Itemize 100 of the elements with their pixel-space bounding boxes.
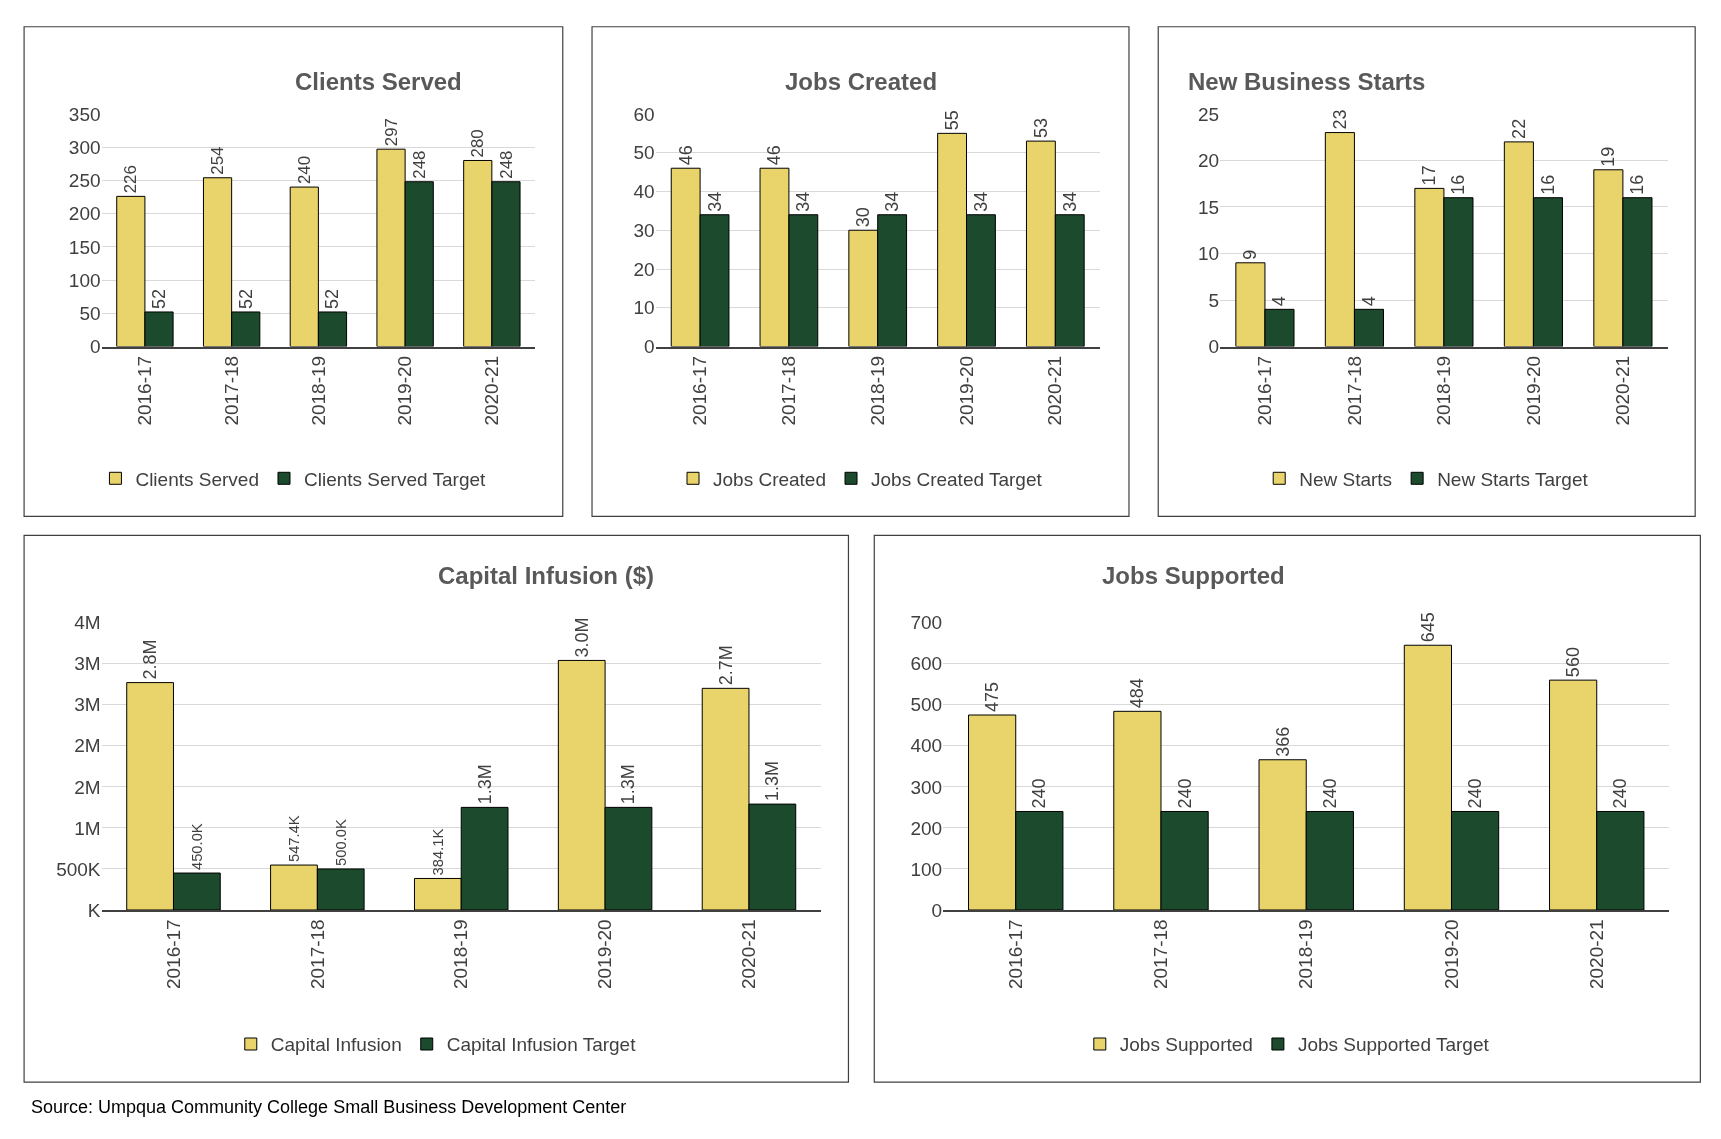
y-tick-label: 20 <box>1198 150 1220 172</box>
legend-label: Capital Infusion <box>270 1034 402 1056</box>
data-label: 16 <box>1448 174 1469 195</box>
legend-label: Jobs Created <box>713 468 827 490</box>
data-label: 240 <box>1029 778 1050 809</box>
y-tick-label: 0 <box>931 899 943 921</box>
data-label: 52 <box>322 288 343 309</box>
y-tick-label: 2M <box>74 735 101 757</box>
y-tick-label: 300 <box>910 776 943 798</box>
x-tick-label: 2020-21 <box>1612 355 1634 426</box>
data-label: 484 <box>1127 678 1148 709</box>
y-tick-label: 100 <box>68 269 101 291</box>
y-tick-label: 2M <box>74 776 101 798</box>
y-tick-label: 150 <box>68 236 101 258</box>
data-label: 1.3M <box>762 761 783 802</box>
y-tick-label: 50 <box>79 302 101 324</box>
legend-label: Jobs Supported <box>1119 1034 1253 1056</box>
y-tick-label: 1M <box>74 817 101 839</box>
data-label: 9 <box>1240 249 1261 260</box>
chart-title: New Business Starts <box>1188 68 1426 95</box>
data-label: 46 <box>764 145 785 166</box>
data-label: 240 <box>1174 778 1195 809</box>
y-tick-label: 4M <box>74 612 101 634</box>
data-label: 34 <box>704 191 725 212</box>
x-tick-label: 2018-19 <box>1295 919 1317 990</box>
y-tick-label: 0 <box>89 336 101 358</box>
data-label: 46 <box>675 145 696 166</box>
y-tick-label: 30 <box>633 219 655 241</box>
y-tick-label: 10 <box>1198 243 1220 265</box>
data-label: 450.0K <box>188 823 205 871</box>
data-label: 3.0M <box>571 617 592 658</box>
y-tick-label: 500K <box>56 858 101 880</box>
x-tick-label: 2020-21 <box>1044 355 1066 426</box>
y-tick-label: 350 <box>68 103 101 125</box>
data-label: 240 <box>1319 778 1340 809</box>
data-label: 52 <box>235 288 256 309</box>
data-label: 22 <box>1508 118 1529 139</box>
data-label: 248 <box>496 150 516 179</box>
source-note: Source: Umpqua Community College Small Business Development Center <box>31 1097 627 1117</box>
data-label: 280 <box>468 129 488 158</box>
x-tick-label: 2019-20 <box>1522 355 1544 426</box>
data-label: 30 <box>853 207 874 228</box>
x-tick-label: 2016-17 <box>1004 919 1026 990</box>
data-label: 254 <box>208 146 228 175</box>
x-tick-label: 2019-20 <box>1440 919 1462 990</box>
data-label: 366 <box>1272 726 1293 757</box>
data-label: 19 <box>1598 146 1619 167</box>
x-tick-label: 2016-17 <box>1254 355 1276 426</box>
legend-label: Capital Infusion Target <box>446 1034 637 1056</box>
y-tick-label: 3M <box>74 653 101 675</box>
data-label: 4 <box>1269 296 1290 307</box>
legend-label: New Starts <box>1299 468 1393 490</box>
x-tick-label: 2017-18 <box>778 355 800 426</box>
legend-label: Jobs Supported Target <box>1297 1034 1490 1056</box>
data-label: 500.0K <box>332 819 349 866</box>
data-label: 34 <box>882 191 903 212</box>
chart-title: Jobs Created <box>785 68 938 95</box>
data-label: 53 <box>1030 118 1051 139</box>
data-label: 17 <box>1419 165 1440 186</box>
data-label: 16 <box>1537 174 1558 195</box>
data-label: 384.1K <box>429 828 446 876</box>
y-tick-label: 400 <box>910 735 943 757</box>
data-label: 297 <box>381 118 401 147</box>
y-tick-label: 0 <box>644 336 655 358</box>
x-tick-label: 2016-17 <box>134 355 156 426</box>
x-tick-label: 2018-19 <box>1433 355 1455 426</box>
data-label: 52 <box>149 288 169 309</box>
y-tick-label: 100 <box>910 858 943 880</box>
y-tick-label: 5 <box>1208 289 1220 311</box>
x-tick-label: 2017-18 <box>1150 919 1172 990</box>
legend-label: Clients Served <box>135 468 259 490</box>
data-label: 560 <box>1563 647 1584 678</box>
data-label: 1.3M <box>474 764 495 805</box>
y-tick-label: K <box>87 899 101 921</box>
y-tick-label: 20 <box>633 258 655 280</box>
data-label: 248 <box>409 150 429 179</box>
y-tick-label: 0 <box>1208 336 1220 358</box>
data-label: 34 <box>793 191 814 212</box>
x-tick-label: 2018-19 <box>866 355 888 426</box>
x-tick-label: 2018-19 <box>307 355 329 426</box>
data-label: 645 <box>1417 612 1438 643</box>
legend-label: Clients Served Target <box>303 468 487 490</box>
data-label: 240 <box>1465 778 1486 809</box>
x-tick-label: 2020-21 <box>738 919 760 990</box>
chart-title: Jobs Supported <box>1102 562 1285 589</box>
y-tick-label: 200 <box>68 203 101 225</box>
y-tick-label: 300 <box>68 136 101 158</box>
x-tick-label: 2019-20 <box>955 355 977 426</box>
y-tick-label: 250 <box>68 170 101 192</box>
legend-label: Jobs Created Target <box>871 468 1043 490</box>
data-label: 4 <box>1358 296 1379 307</box>
legend-label: New Starts Target <box>1437 468 1589 490</box>
data-label: 475 <box>982 681 1003 713</box>
y-tick-label: 10 <box>633 297 655 319</box>
chart-title: Clients Served <box>295 68 462 95</box>
x-tick-label: 2017-18 <box>1343 355 1365 426</box>
data-label: 240 <box>294 155 314 185</box>
chart-title: Capital Infusion ($) <box>438 562 654 589</box>
data-label: 34 <box>970 191 991 212</box>
data-label: 2.7M <box>715 645 736 686</box>
